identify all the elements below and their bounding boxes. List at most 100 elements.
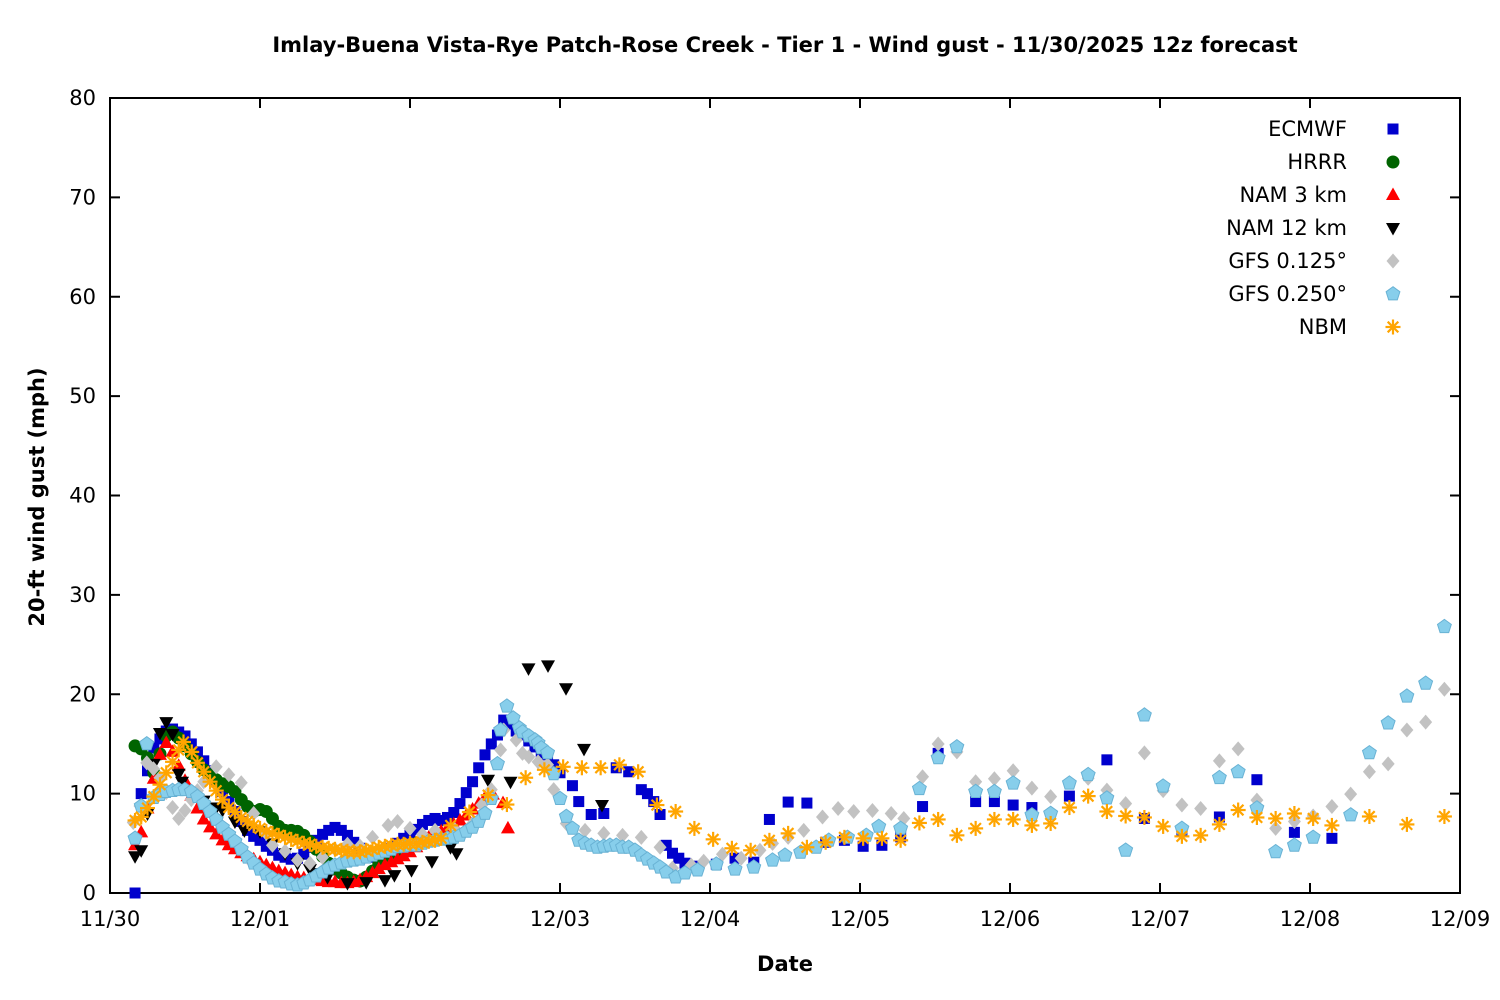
legend-item-nbm: NBM xyxy=(1299,315,1401,339)
data-point xyxy=(139,735,155,751)
x-tick-label: 12/02 xyxy=(380,907,441,931)
data-point xyxy=(911,815,927,831)
data-point xyxy=(494,742,508,758)
data-point xyxy=(986,811,1002,827)
data-point xyxy=(518,770,534,786)
y-tick-label: 30 xyxy=(69,583,96,607)
data-point xyxy=(949,738,965,754)
data-point xyxy=(340,878,355,891)
data-point xyxy=(1136,707,1152,722)
data-point xyxy=(404,865,419,878)
gfs125-marker-icon xyxy=(1386,253,1400,269)
data-point xyxy=(930,749,946,765)
data-point xyxy=(541,660,555,673)
data-point xyxy=(171,742,187,758)
data-point xyxy=(536,762,552,778)
data-point xyxy=(298,848,310,860)
data-point xyxy=(387,870,402,883)
data-point xyxy=(1063,790,1075,802)
data-point xyxy=(377,875,392,888)
data-point xyxy=(473,762,485,774)
data-point xyxy=(278,843,292,859)
data-point xyxy=(146,789,162,805)
data-point xyxy=(753,842,767,858)
data-point xyxy=(291,852,304,868)
data-point xyxy=(1044,789,1058,805)
legend: ECMWF HRRR NAM 3 km NAM 12 km GFS 0.125° GFS … xyxy=(1226,117,1401,339)
legend-label: NAM 12 km xyxy=(1226,216,1347,240)
data-point xyxy=(1343,807,1359,822)
data-point xyxy=(847,804,861,820)
legend-item-nam3: NAM 3 km xyxy=(1239,183,1400,207)
data-point xyxy=(595,800,609,813)
data-point xyxy=(969,774,983,790)
data-point xyxy=(133,809,149,825)
data-point xyxy=(184,744,200,760)
data-point xyxy=(949,827,965,843)
data-point xyxy=(598,808,610,819)
x-tick-label: 12/01 xyxy=(230,907,291,931)
x-tick-label: 12/05 xyxy=(830,907,891,931)
legend-label: NAM 3 km xyxy=(1239,183,1347,207)
data-point xyxy=(630,764,646,780)
data-point xyxy=(1005,775,1021,790)
data-point xyxy=(203,819,218,833)
data-point xyxy=(1325,799,1339,815)
gfs250-marker-icon xyxy=(1385,286,1401,301)
data-point xyxy=(159,735,174,748)
legend-label: HRRR xyxy=(1287,150,1347,174)
data-point xyxy=(209,759,223,775)
data-point xyxy=(1437,681,1451,697)
data-point xyxy=(641,788,653,800)
legend-item-gfs250: GFS 0.250° xyxy=(1228,282,1401,306)
data-point xyxy=(1268,810,1284,826)
data-point xyxy=(317,828,329,840)
data-point xyxy=(391,813,405,829)
y-axis: 0 10 20 30 40 50 60 70 80 xyxy=(69,86,1460,905)
data-point xyxy=(987,771,1001,787)
data-point xyxy=(477,805,493,820)
data-point xyxy=(1419,714,1433,730)
data-point xyxy=(831,801,845,817)
data-point xyxy=(1136,809,1152,825)
data-point xyxy=(673,852,685,864)
data-point xyxy=(1380,715,1396,730)
data-point xyxy=(573,796,585,808)
legend-label: NBM xyxy=(1299,315,1347,339)
data-point xyxy=(371,861,386,875)
data-point xyxy=(654,808,666,820)
data-point xyxy=(1175,797,1189,813)
data-point xyxy=(677,865,693,880)
data-point xyxy=(1155,778,1171,793)
data-point xyxy=(1230,763,1246,779)
data-point xyxy=(499,797,515,813)
data-point xyxy=(460,787,472,799)
data-point xyxy=(777,847,793,862)
data-point xyxy=(129,887,141,899)
data-point xyxy=(481,774,495,788)
data-point xyxy=(1231,741,1245,757)
data-point xyxy=(818,834,834,850)
data-point xyxy=(148,742,160,754)
data-point xyxy=(323,824,335,836)
data-point xyxy=(442,811,453,823)
data-point xyxy=(679,857,691,869)
data-point xyxy=(498,714,510,726)
x-axis: 11/30 12/01 12/02 12/03 12/04 12/05 12/06 12/07… xyxy=(80,98,1490,931)
data-point xyxy=(970,796,982,808)
x-tick-label: 12/06 xyxy=(980,907,1041,931)
data-point xyxy=(893,832,909,848)
data-point xyxy=(196,811,211,825)
data-point xyxy=(1006,763,1020,779)
data-point xyxy=(209,826,224,840)
data-point xyxy=(500,820,515,834)
data-point xyxy=(968,783,984,798)
data-point xyxy=(260,840,272,852)
x-tick-label: 12/07 xyxy=(1130,907,1191,931)
data-point xyxy=(988,796,1000,808)
data-point xyxy=(884,806,898,821)
data-point xyxy=(1361,808,1377,824)
data-point xyxy=(874,830,890,846)
data-point xyxy=(765,852,781,867)
data-point xyxy=(175,776,189,790)
